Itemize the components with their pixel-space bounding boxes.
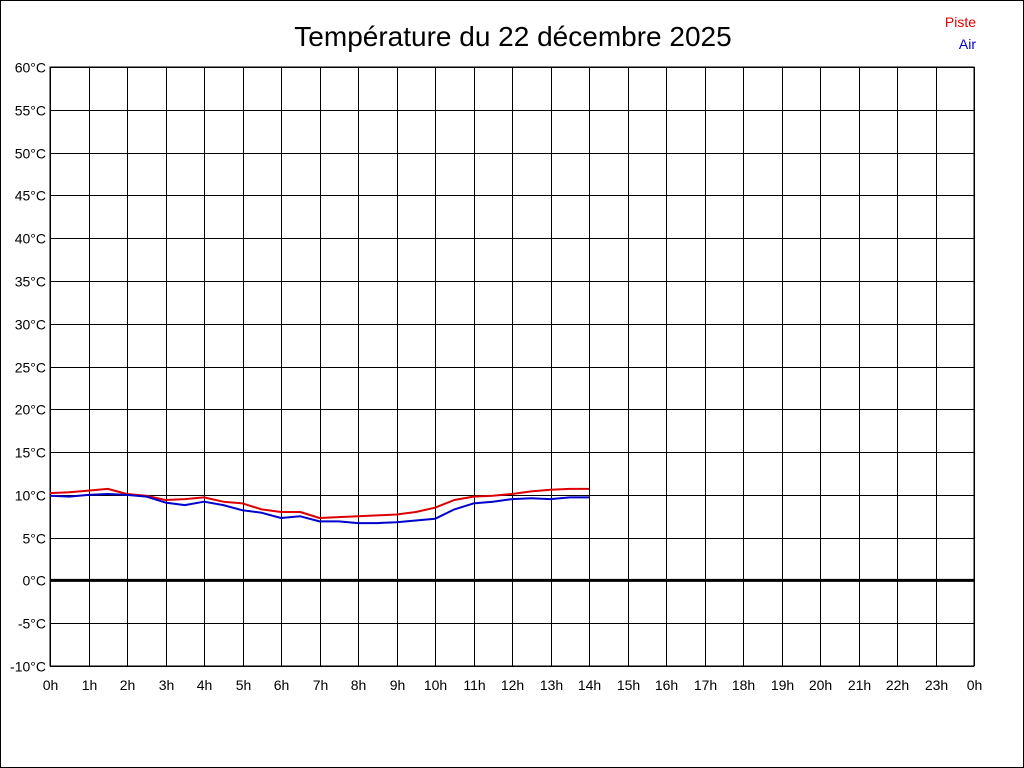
x-tick-label: 11h: [463, 677, 485, 693]
x-tick-label: 6h: [274, 677, 290, 693]
x-tick-label: 9h: [390, 677, 406, 693]
y-tick-label: 25°C: [15, 360, 46, 376]
x-tick-label: 13h: [540, 677, 563, 693]
chart-title: Température du 22 décembre 2025: [294, 21, 731, 52]
y-tick-label: 55°C: [15, 103, 46, 119]
x-tick-label: 1h: [82, 677, 98, 693]
y-tick-label: 15°C: [15, 445, 46, 461]
x-tick-label: 22h: [886, 677, 909, 693]
legend-entry-air: Air: [959, 36, 976, 52]
legend: Piste Air: [945, 14, 976, 52]
x-tick-label: 2h: [120, 677, 136, 693]
y-axis-ticks: -10°C -5°C 0°C 5°C 10°C 15°C 20°C 25°C 30°C 35°C 4…: [10, 60, 46, 675]
y-tick-label: 45°C: [15, 188, 46, 204]
x-tick-label: 14h: [578, 677, 601, 693]
legend-entry-piste: Piste: [945, 14, 976, 30]
y-tick-label: 5°C: [23, 531, 47, 547]
series-layer: [49, 487, 589, 525]
x-tick-label: 5h: [236, 677, 252, 693]
x-tick-label: 21h: [848, 677, 871, 693]
grid: [49, 66, 975, 667]
x-axis-ticks: 0h 1h 2h 3h 4h 5h 6h 7h 8h 9h 10h 11h 12h 13h 14h 15h 16…: [43, 677, 983, 693]
y-tick-label: 50°C: [15, 146, 46, 162]
y-tick-label: 10°C: [15, 488, 46, 504]
x-tick-label: 20h: [809, 677, 832, 693]
series-line-piste: [49, 487, 589, 519]
x-tick-label: 7h: [313, 677, 329, 693]
x-tick-label: 3h: [159, 677, 175, 693]
x-tick-label: 15h: [617, 677, 640, 693]
x-tick-label: 17h: [694, 677, 717, 693]
x-tick-label: 8h: [351, 677, 367, 693]
x-tick-label: 19h: [771, 677, 794, 693]
series-line-air: [49, 493, 589, 525]
x-tick-label: 0h: [967, 677, 983, 693]
x-tick-label: 4h: [197, 677, 213, 693]
y-tick-label: 0°C: [23, 573, 47, 589]
y-tick-label: 35°C: [15, 274, 46, 290]
y-tick-label: -5°C: [18, 616, 46, 632]
y-tick-label: 60°C: [15, 60, 46, 76]
x-tick-label: 10h: [424, 677, 447, 693]
y-tick-label: 20°C: [15, 402, 46, 418]
y-tick-label: -10°C: [10, 659, 46, 675]
x-tick-label: 16h: [655, 677, 678, 693]
x-tick-label: 0h: [43, 677, 59, 693]
x-tick-label: 23h: [925, 677, 948, 693]
x-tick-label: 18h: [732, 677, 755, 693]
y-tick-label: 30°C: [15, 317, 46, 333]
x-tick-label: 12h: [501, 677, 524, 693]
y-tick-label: 40°C: [15, 231, 46, 247]
